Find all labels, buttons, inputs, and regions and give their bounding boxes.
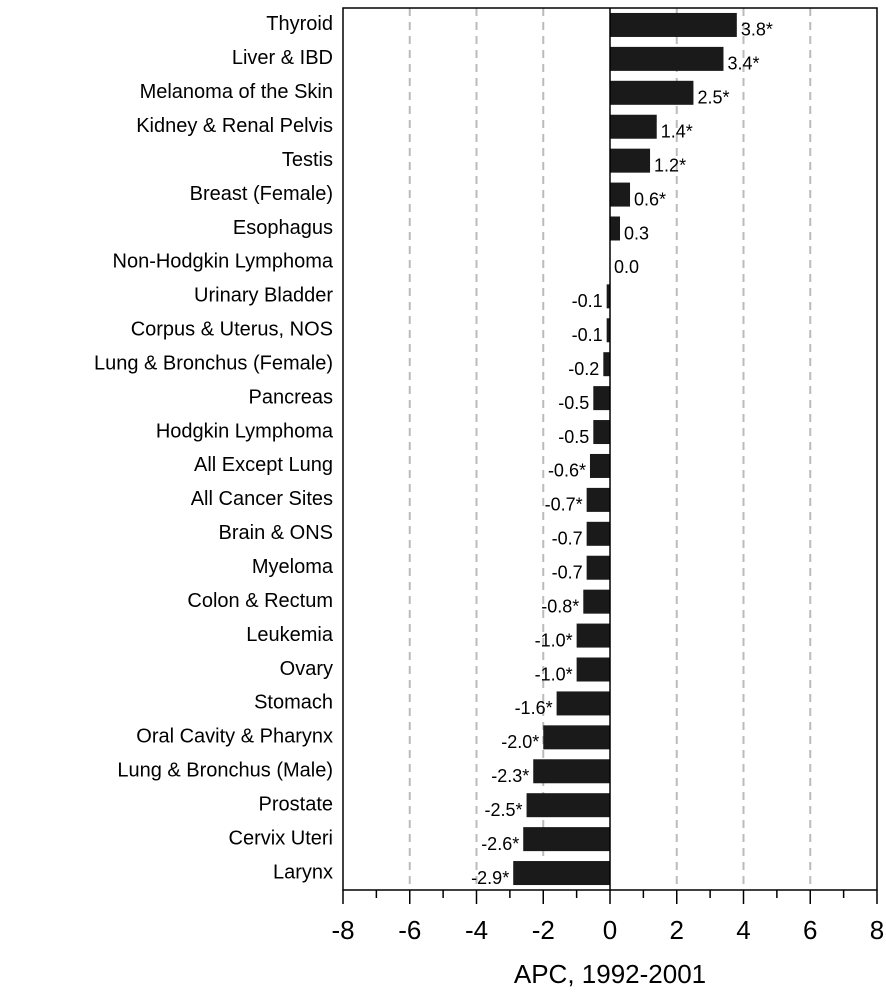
value-label: -0.7* xyxy=(545,495,583,515)
bar xyxy=(610,12,737,37)
bar xyxy=(583,589,610,614)
category-label: Esophagus xyxy=(233,217,333,239)
bar xyxy=(606,284,610,309)
value-label: -2.6* xyxy=(481,834,519,854)
x-tick-label: 0 xyxy=(603,915,617,945)
category-label: Leukemia xyxy=(246,624,334,646)
plot-frame xyxy=(342,7,878,891)
value-label: 3.8* xyxy=(741,20,773,40)
bar xyxy=(606,318,610,343)
category-label: Non-Hodgkin Lymphoma xyxy=(113,251,334,273)
x-tick-label: 6 xyxy=(803,915,817,945)
bar xyxy=(610,182,631,207)
category-label: All Except Lung xyxy=(194,454,333,476)
value-label: 0.0 xyxy=(614,257,639,277)
bar xyxy=(610,46,724,71)
bar xyxy=(556,691,610,716)
value-label: -1.0* xyxy=(535,630,573,650)
value-label: 0.3 xyxy=(624,223,649,243)
bar xyxy=(610,148,651,173)
bar xyxy=(610,216,621,241)
category-label: Breast (Female) xyxy=(190,183,333,205)
category-label: Larynx xyxy=(273,861,333,883)
category-label: Lung & Bronchus (Male) xyxy=(117,760,333,782)
category-label: Stomach xyxy=(254,692,333,714)
value-label: -1.0* xyxy=(535,664,573,684)
value-label: -0.7 xyxy=(552,529,583,549)
x-tick-label: 8 xyxy=(870,915,884,945)
value-label: 2.5* xyxy=(697,88,729,108)
bar xyxy=(593,386,610,411)
value-label: -2.5* xyxy=(485,800,523,820)
value-label: -0.2 xyxy=(568,359,599,379)
value-label: 1.4* xyxy=(661,121,693,141)
x-axis-label: APC, 1992-2001 xyxy=(514,959,706,989)
bar xyxy=(543,725,610,750)
value-label: 0.6* xyxy=(634,189,666,209)
category-label: Cervix Uteri xyxy=(229,827,333,849)
category-label: Colon & Rectum xyxy=(187,590,333,612)
category-label: Lung & Bronchus (Female) xyxy=(94,352,333,374)
value-label: -0.6* xyxy=(548,461,586,481)
bar xyxy=(526,793,610,818)
category-label: Corpus & Uterus, NOS xyxy=(131,319,333,341)
bar xyxy=(586,487,610,512)
bar xyxy=(610,80,694,105)
x-tick-label: -8 xyxy=(331,915,354,945)
bar xyxy=(523,827,610,852)
value-label: -0.1 xyxy=(572,325,603,345)
x-tick-label: 4 xyxy=(736,915,750,945)
x-tick-label: -2 xyxy=(532,915,555,945)
category-label: All Cancer Sites xyxy=(191,488,333,510)
category-label: Ovary xyxy=(280,658,333,680)
value-label: 3.4* xyxy=(727,54,759,74)
category-label: Testis xyxy=(282,149,333,171)
value-label: -1.6* xyxy=(515,698,553,718)
x-tick-label: -6 xyxy=(398,915,421,945)
category-label: Myeloma xyxy=(252,556,334,578)
bar xyxy=(603,352,610,377)
category-label: Oral Cavity & Pharynx xyxy=(136,726,333,748)
category-label: Hodgkin Lymphoma xyxy=(156,420,334,442)
bar xyxy=(513,861,610,886)
category-label: Liver & IBD xyxy=(232,47,333,69)
bar xyxy=(586,555,610,580)
category-label: Prostate xyxy=(259,793,333,815)
bar xyxy=(576,657,610,682)
category-label: Urinary Bladder xyxy=(194,285,333,307)
bar xyxy=(586,521,610,546)
x-tick-label: -4 xyxy=(465,915,488,945)
value-label: 1.2* xyxy=(654,155,686,175)
category-label: Brain & ONS xyxy=(219,522,333,544)
bar xyxy=(576,623,610,648)
value-label: -0.1 xyxy=(572,291,603,311)
category-label: Pancreas xyxy=(249,386,334,408)
category-label: Kidney & Renal Pelvis xyxy=(136,115,333,137)
category-label: Melanoma of the Skin xyxy=(140,81,333,103)
value-label: -2.0* xyxy=(501,732,539,752)
bar xyxy=(533,759,610,784)
value-label: -0.5 xyxy=(558,427,589,447)
bar xyxy=(593,420,610,445)
x-tick-label: 2 xyxy=(670,915,684,945)
bar xyxy=(589,453,610,478)
category-label: Thyroid xyxy=(266,13,333,35)
value-label: -2.3* xyxy=(491,766,529,786)
value-label: -2.9* xyxy=(471,868,509,888)
bar xyxy=(610,114,657,139)
value-label: -0.5 xyxy=(558,393,589,413)
value-label: -0.8* xyxy=(541,596,579,616)
value-label: -0.7 xyxy=(552,562,583,582)
